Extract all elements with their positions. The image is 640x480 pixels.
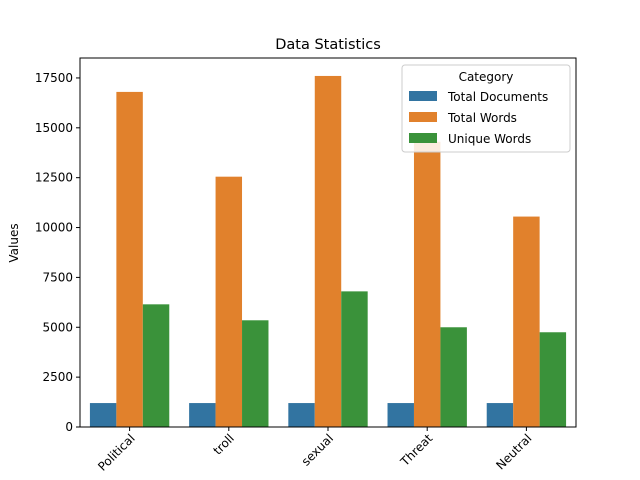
bar-unique-words-neutral: [539, 332, 567, 427]
bar-total-documents-threat: [387, 403, 414, 427]
y-axis-label: Values: [7, 223, 21, 262]
bars-group: [89, 75, 567, 427]
y-tick-label: 2500: [42, 370, 73, 384]
bar-total-words-sexual: [314, 75, 342, 427]
legend-swatch: [409, 112, 437, 122]
legend-label: Unique Words: [448, 132, 531, 146]
legend-label: Total Documents: [447, 90, 548, 104]
x-tick-label: Threat: [397, 431, 435, 469]
legend-box: [401, 64, 571, 153]
x-tick-label: Neutral: [493, 431, 534, 472]
y-axis-ticks: 0 2500 5000 7500 10000 12500 15000 17500: [35, 71, 80, 434]
legend-swatch: [409, 133, 437, 143]
y-tick-label: 0: [65, 420, 73, 434]
x-tick-label: sexual: [299, 431, 336, 468]
bar-total-documents-troll: [189, 403, 216, 427]
x-axis-ticks: Political troll sexual Threat Neutral: [95, 427, 535, 474]
bar-unique-words-sexual: [341, 291, 368, 427]
y-tick-label: 12500: [35, 171, 73, 185]
bar-unique-words-threat: [440, 327, 467, 427]
y-tick-label: 17500: [35, 71, 73, 85]
bar-total-words-political: [116, 91, 143, 427]
y-tick-label: 10000: [35, 221, 73, 235]
x-tick-label: Political: [95, 431, 138, 474]
bar-unique-words-political: [142, 304, 170, 427]
bar-total-documents-sexual: [288, 403, 315, 427]
bar-unique-words-troll: [242, 320, 269, 427]
plot-frame: [79, 57, 577, 428]
legend-label: Total Words: [447, 111, 517, 125]
legend-swatch: [409, 91, 437, 101]
bar-total-documents-neutral: [486, 403, 514, 427]
y-tick-label: 15000: [35, 121, 73, 135]
y-tick-label: 5000: [42, 320, 73, 334]
legend: Category Total Documents Total Words Uniqu…: [401, 64, 571, 153]
bar-total-documents-political: [89, 403, 117, 427]
legend-title: Category: [459, 70, 514, 84]
chart-title: Data Statistics: [275, 37, 381, 53]
bar-total-words-troll: [215, 176, 243, 427]
y-tick-label: 7500: [42, 270, 73, 284]
x-tick-label: troll: [210, 431, 236, 457]
bar-total-words-threat: [413, 141, 441, 427]
bar-total-words-neutral: [513, 216, 540, 427]
